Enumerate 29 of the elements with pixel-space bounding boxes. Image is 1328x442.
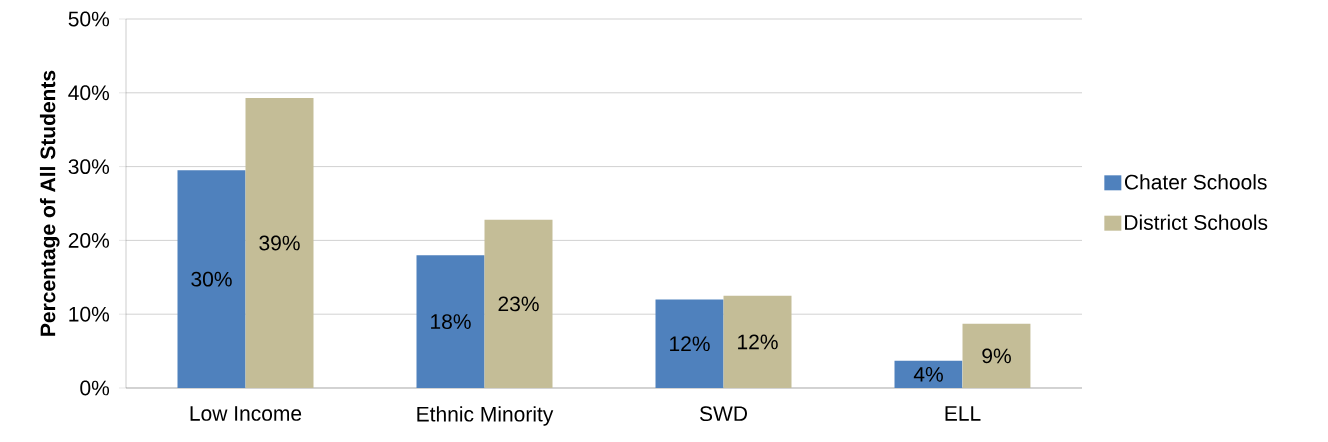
data-label: 12% <box>738 334 778 350</box>
x-tick-label: Ethnic Minority <box>417 406 554 426</box>
bar <box>655 299 724 388</box>
x-tick-label: Low Income <box>190 406 302 421</box>
bar <box>416 255 485 388</box>
data-label: 9% <box>982 348 1011 364</box>
y-tick-label: 10% <box>69 306 110 322</box>
x-tick-label: ELL <box>945 406 981 421</box>
data-label: 23% <box>498 296 539 312</box>
y-axis-title: Percentage of All Students <box>39 70 60 336</box>
bar <box>245 97 314 388</box>
y-tick-label: 0% <box>80 380 110 396</box>
x-tick-label: SWD <box>699 406 747 422</box>
y-tick-label: 50% <box>68 11 110 27</box>
data-label: 39% <box>259 235 300 251</box>
legend-label: Chater Schools <box>1124 174 1267 190</box>
bar <box>177 170 246 388</box>
data-label: 18% <box>431 314 471 330</box>
legend-label: District Schools <box>1125 214 1268 230</box>
bar <box>484 219 553 388</box>
y-tick-label: 40% <box>68 85 110 101</box>
bar <box>723 295 792 388</box>
y-tick-label: 20% <box>68 232 110 248</box>
bar <box>894 360 963 388</box>
data-label: 12% <box>670 336 710 352</box>
bar <box>962 323 1031 388</box>
data-label: 30% <box>191 271 232 287</box>
y-tick-label: 30% <box>68 159 110 175</box>
data-label: 4% <box>913 367 943 382</box>
